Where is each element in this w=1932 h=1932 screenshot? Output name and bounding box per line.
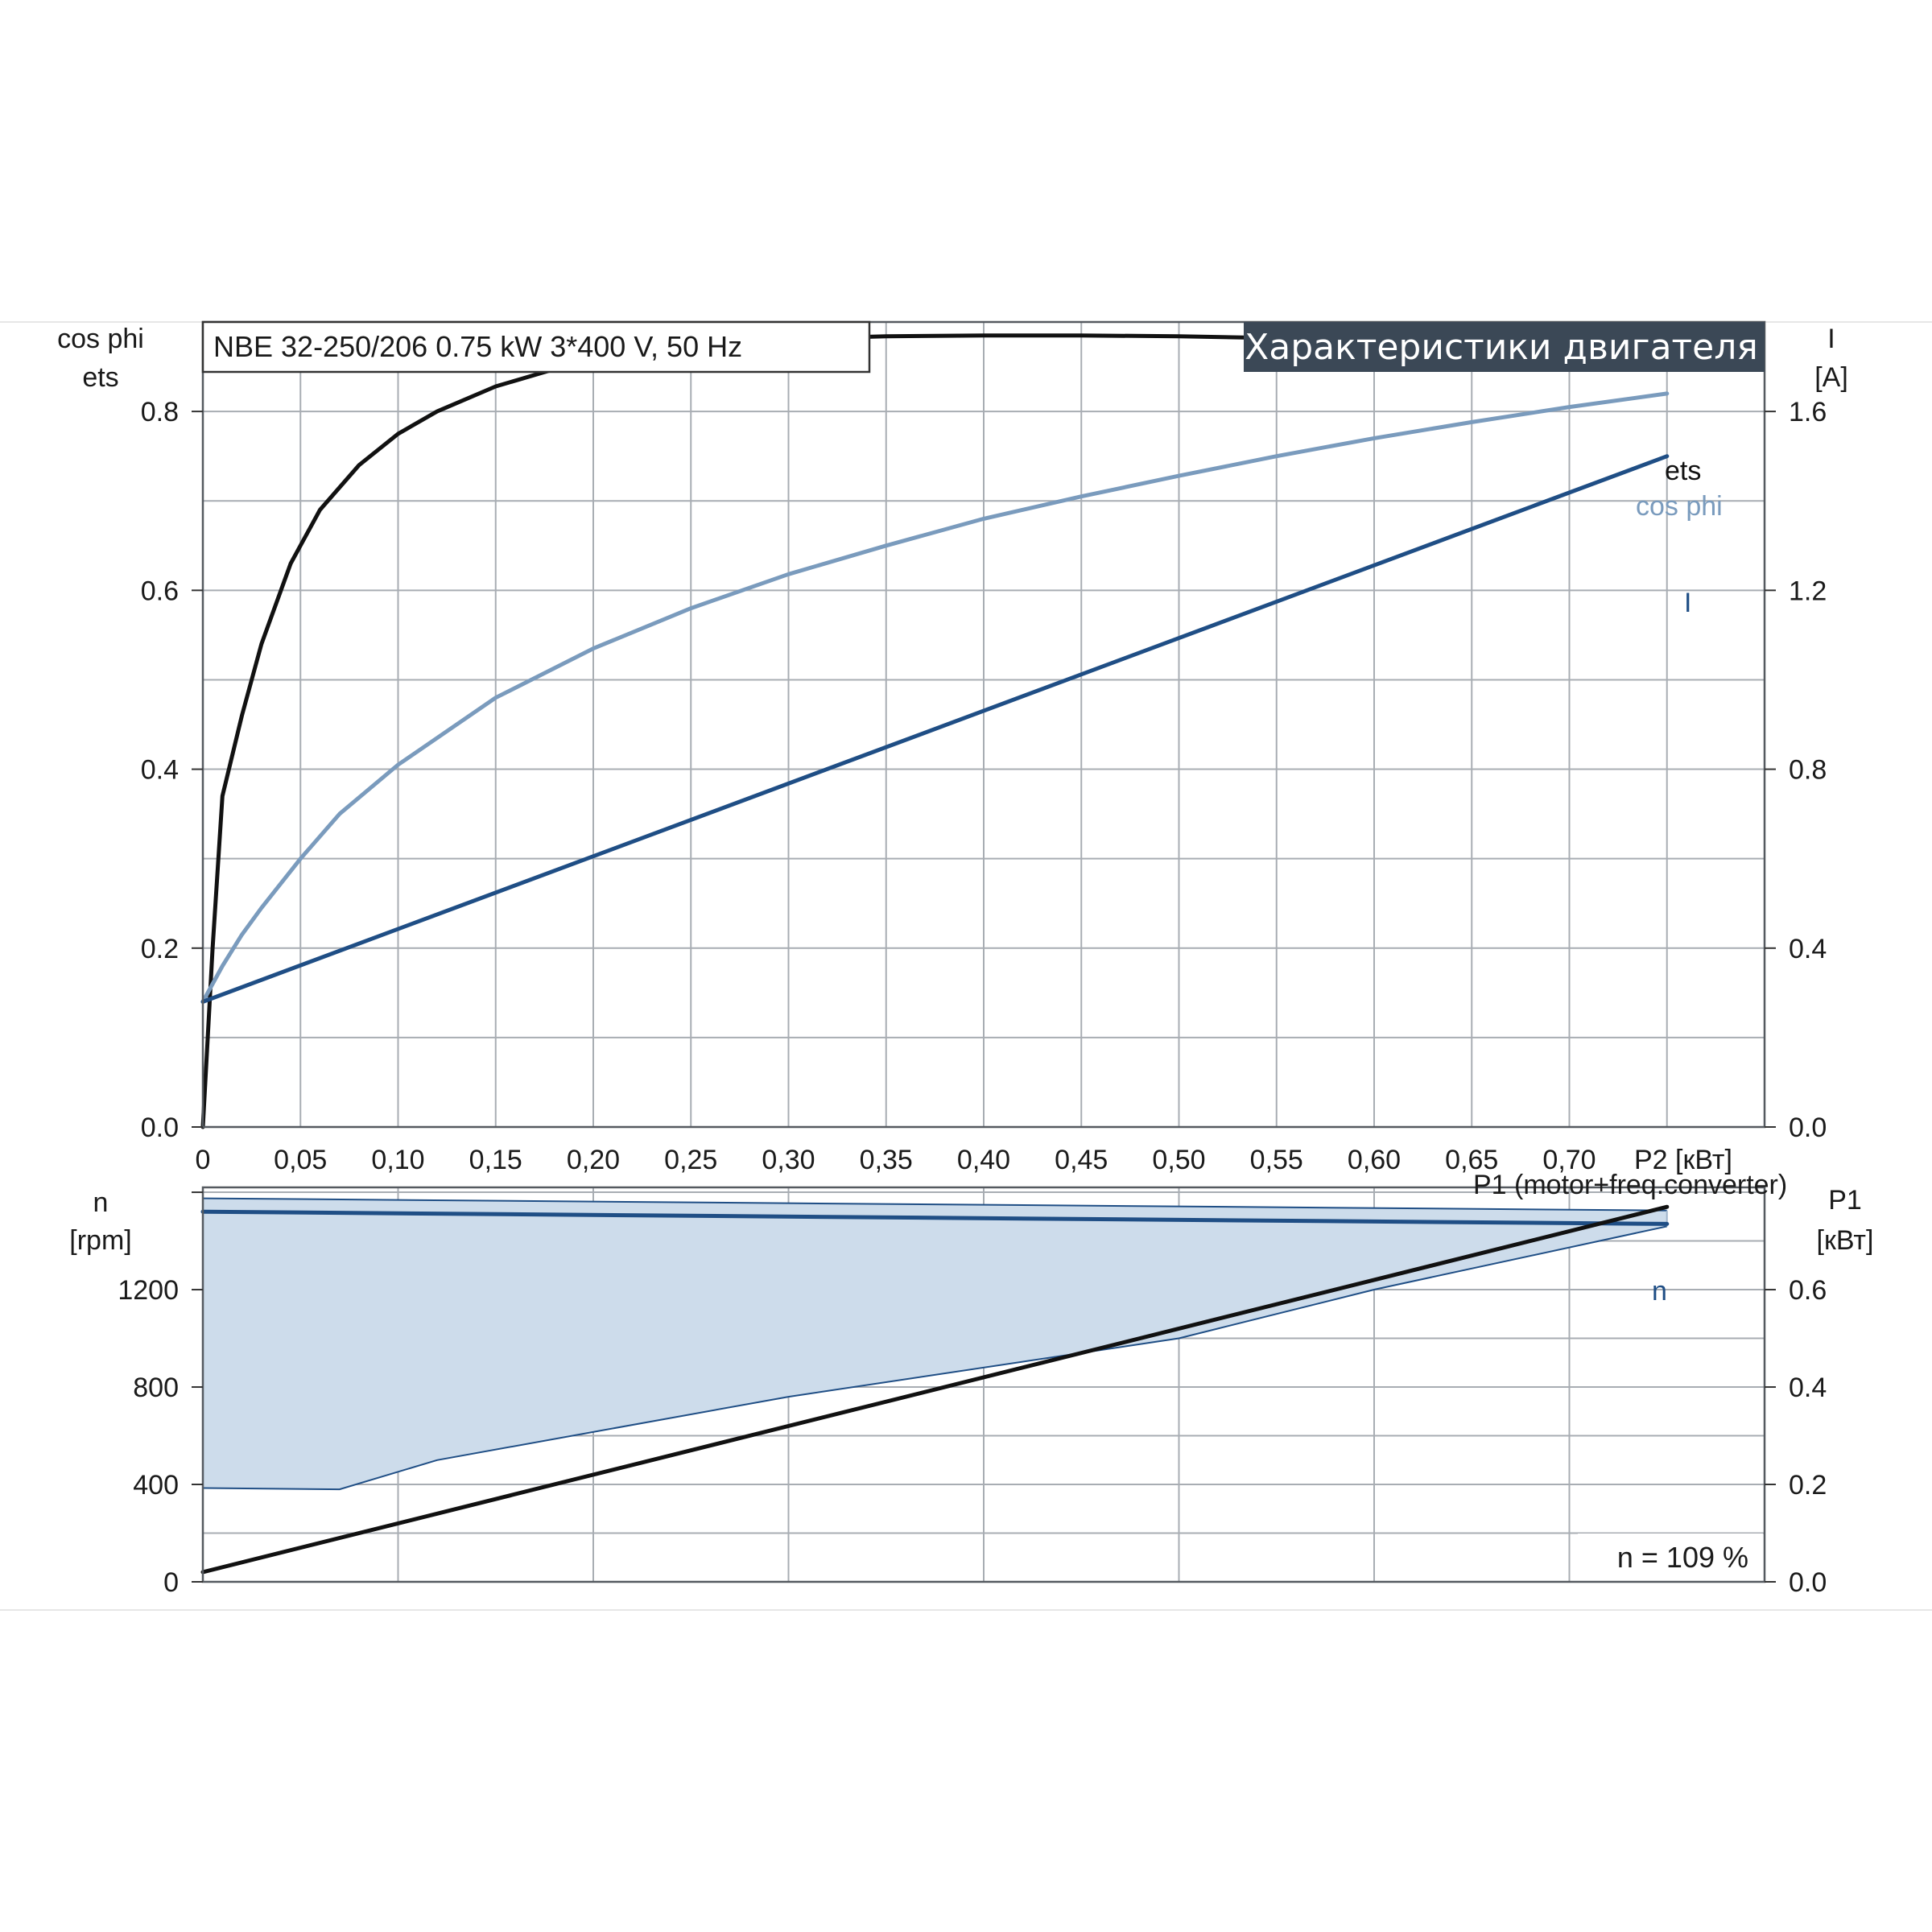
x-tick-label: 0,05 [274, 1145, 327, 1175]
y-right-tick-label: 0.0 [1789, 1567, 1827, 1598]
series-label-ets: ets [1665, 456, 1701, 486]
y-left-tick-label: 800 [133, 1373, 179, 1403]
x-tick-label: 0,30 [762, 1145, 815, 1175]
top-plot-frame [201, 320, 1766, 1129]
x-tick-label: 0,45 [1055, 1145, 1108, 1175]
y-right-tick-label: 0.8 [1789, 755, 1827, 786]
annotation-box [1578, 1534, 1763, 1580]
series-line-p1-motor-freq-converter [200, 1204, 1670, 1575]
band-lower-edge [202, 1225, 1668, 1491]
series-line-n [200, 1209, 1670, 1226]
y-right-tick-label: 1.6 [1789, 397, 1827, 427]
x-tick-label: 0,55 [1250, 1145, 1303, 1175]
y-left-tick-label: 0.4 [141, 755, 179, 786]
bottom-band [202, 1197, 1668, 1491]
y-left-label-2: ets [82, 362, 118, 393]
y-left-tick-label: 0 [163, 1567, 179, 1598]
x-tick-label: 0,20 [567, 1145, 620, 1175]
y-left-tick-label: 0.0 [141, 1113, 179, 1143]
x-tick-label: 0,50 [1152, 1145, 1205, 1175]
y-right-label-p1: P1 [1828, 1185, 1862, 1216]
bottom-series [200, 1204, 1670, 1575]
y-right-tick-label: 0.2 [1789, 1470, 1827, 1501]
series-label-cos-phi: cos phi [1636, 491, 1723, 522]
x-tick-label: 0,35 [860, 1145, 913, 1175]
y-right-tick-label: 0.0 [1789, 1113, 1827, 1143]
y-right-label-2: [A] [1814, 362, 1848, 393]
bottom-plot-frame [201, 1186, 1766, 1583]
x-axis-label: P2 [кВт] [1634, 1145, 1732, 1175]
top-panel: NBE 32-250/206 0.75 kW 3*400 V, 50 Hz Ха… [57, 320, 1848, 1175]
title-banner [1244, 322, 1765, 372]
y-right-label-1: I [1827, 324, 1835, 354]
series-label-n: n [1652, 1276, 1667, 1307]
top-ticks: 0 0,05 0,10 0,15 0,20 0,25 0,30 0,35 0,40 0,45 0,5… [141, 397, 1827, 1175]
x-tick-label: 0,40 [957, 1145, 1010, 1175]
x-tick-label: 0 [196, 1145, 211, 1175]
series-label-i: I [1684, 588, 1691, 618]
y-left-tick-label: 0.8 [141, 397, 179, 427]
y-left-label-n: n [93, 1187, 109, 1218]
y-left-tick-label: 1200 [118, 1275, 179, 1306]
y-right-label-kw: [кВт] [1817, 1225, 1874, 1256]
band-upper-edge [202, 1197, 1667, 1212]
y-left-tick-label: 0.2 [141, 934, 179, 964]
x-tick-label: 0,65 [1445, 1145, 1498, 1175]
top-series [200, 333, 1670, 1129]
y-right-tick-label: 0.6 [1789, 1275, 1827, 1306]
speed-annotation: n = 109 % [1617, 1541, 1748, 1574]
x-tick-label: 0,60 [1348, 1145, 1401, 1175]
y-left-label-rpm: [rpm] [69, 1225, 131, 1256]
series-line-i [200, 454, 1670, 1004]
x-tick-label: 0,15 [469, 1145, 522, 1175]
series-line-cos-phi [200, 391, 1670, 1004]
x-tick-label: 0,25 [664, 1145, 717, 1175]
y-right-tick-label: 0.4 [1789, 934, 1827, 964]
model-label-box [201, 320, 871, 374]
chart-title: Характеристики двигателя [1245, 327, 1758, 368]
model-label: NBE 32-250/206 0.75 kW 3*400 V, 50 Hz [213, 330, 742, 363]
y-left-tick-label: 0.6 [141, 576, 179, 606]
y-left-tick-label: 400 [133, 1470, 179, 1501]
series-line-ets [200, 333, 1670, 1129]
speed-range-band [203, 1198, 1667, 1490]
series-label-p1: P1 (motor+freq.converter) [1473, 1170, 1787, 1200]
x-tick-label: 0,70 [1542, 1145, 1596, 1175]
y-left-label-1: cos phi [57, 324, 144, 354]
top-grid [203, 322, 1765, 1127]
y-right-tick-label: 1.2 [1789, 576, 1827, 606]
bottom-ticks: 0 400 800 1200 0.0 0.2 0.4 0.6 [118, 1191, 1827, 1598]
bottom-panel: n [rpm] P1 [кВт] 0 400 800 1200 0.0 0.2 0.4 0.6… [69, 1170, 1873, 1598]
x-tick-label: 0,10 [371, 1145, 424, 1175]
y-right-tick-label: 0.4 [1789, 1373, 1827, 1403]
